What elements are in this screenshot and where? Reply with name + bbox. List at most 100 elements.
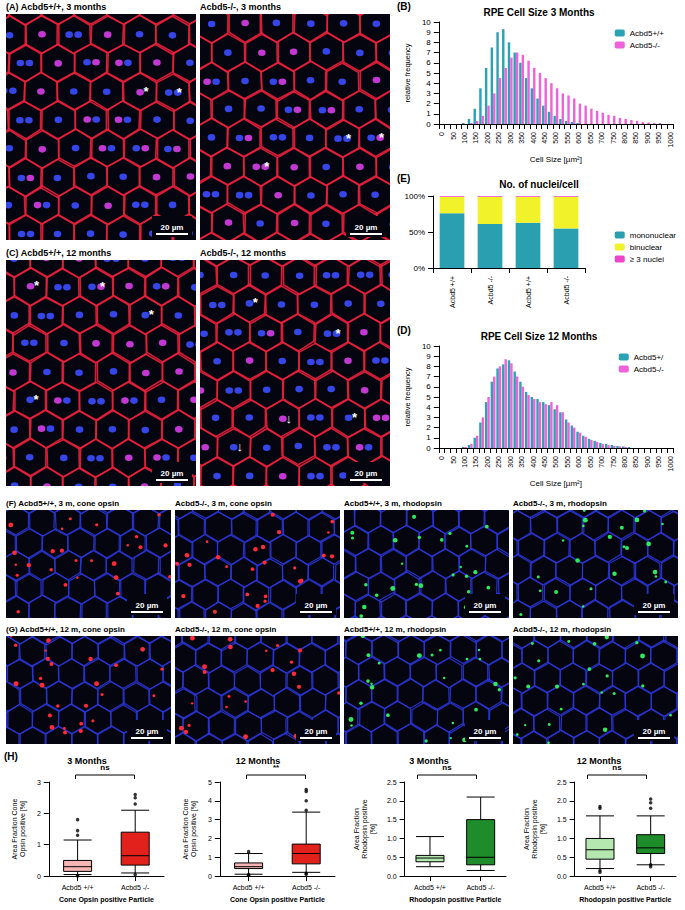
svg-text:relative frequency: relative frequency xyxy=(403,43,412,102)
svg-text:2.5: 2.5 xyxy=(557,779,567,786)
svg-text:0.0: 0.0 xyxy=(557,873,567,880)
svg-text:ns: ns xyxy=(100,763,110,772)
svg-text:*: * xyxy=(149,307,155,322)
svg-text:10: 10 xyxy=(422,18,431,27)
svg-text:20 µm: 20 µm xyxy=(305,601,328,610)
svg-text:750: 750 xyxy=(610,456,617,468)
svg-text:400: 400 xyxy=(530,456,537,468)
svg-text:1.0: 1.0 xyxy=(387,835,397,842)
svg-text:2: 2 xyxy=(426,423,431,432)
svg-text:500: 500 xyxy=(552,456,559,468)
svg-text:450: 450 xyxy=(541,132,548,144)
svg-text:750: 750 xyxy=(610,132,617,144)
svg-text:6: 6 xyxy=(426,58,431,67)
svg-text:2: 2 xyxy=(208,835,212,842)
svg-text:20 µm: 20 µm xyxy=(305,727,328,736)
svg-text:900: 900 xyxy=(644,132,651,144)
svg-text:Acbd5 +/+: Acbd5 +/+ xyxy=(233,884,265,891)
svg-text:1: 1 xyxy=(426,433,431,442)
svg-text:9: 9 xyxy=(426,28,431,37)
svg-text:100: 100 xyxy=(461,456,468,468)
svg-text:400: 400 xyxy=(530,132,537,144)
svg-text:0: 0 xyxy=(37,873,41,880)
svg-text:Acbd5-/-: Acbd5-/- xyxy=(634,365,665,374)
svg-text:0: 0 xyxy=(438,132,445,136)
svg-text:20 µm: 20 µm xyxy=(136,601,159,610)
svg-text:950: 950 xyxy=(655,132,662,144)
svg-text:1: 1 xyxy=(426,109,431,118)
svg-text:850: 850 xyxy=(632,132,639,144)
svg-text:600: 600 xyxy=(575,132,582,144)
svg-text:3: 3 xyxy=(426,413,431,422)
svg-text:0.5: 0.5 xyxy=(387,854,397,861)
svg-text:350: 350 xyxy=(518,456,525,468)
svg-text:Area Fraction: Area Fraction xyxy=(353,808,360,850)
svg-text:700: 700 xyxy=(598,456,605,468)
svg-text:RPE Cell Size 3 Months: RPE Cell Size 3 Months xyxy=(483,7,595,18)
svg-text:Acbd5-/-: Acbd5-/- xyxy=(630,41,661,50)
svg-text:Cell Size [µm²]: Cell Size [µm²] xyxy=(530,479,582,488)
svg-text:Acbd5 +/+: Acbd5 +/+ xyxy=(414,884,446,891)
svg-text:(H): (H) xyxy=(4,751,18,762)
svg-text:*: * xyxy=(335,326,341,341)
svg-text:20 µm: 20 µm xyxy=(136,727,159,736)
svg-text:Opsin positive [%]: Opsin positive [%] xyxy=(190,801,198,857)
svg-text:4: 4 xyxy=(208,797,212,804)
svg-text:150: 150 xyxy=(472,456,479,468)
svg-text:100: 100 xyxy=(461,132,468,144)
svg-text:800: 800 xyxy=(621,132,628,144)
svg-text:900: 900 xyxy=(644,456,651,468)
svg-text:Cone Opsin positive Particle: Cone Opsin positive Particle xyxy=(230,896,325,904)
svg-text:8: 8 xyxy=(426,362,431,371)
svg-text:9: 9 xyxy=(426,352,431,361)
svg-text:Area Fraction Cone: Area Fraction Cone xyxy=(182,799,189,860)
svg-text:850: 850 xyxy=(632,456,639,468)
svg-text:*: * xyxy=(264,159,270,174)
svg-text:800: 800 xyxy=(621,456,628,468)
svg-text:250: 250 xyxy=(495,456,502,468)
svg-text:1000: 1000 xyxy=(667,456,674,472)
svg-text:3: 3 xyxy=(426,89,431,98)
svg-text:950: 950 xyxy=(655,456,662,468)
svg-text:No. of nuclei/cell: No. of nuclei/cell xyxy=(499,179,579,190)
svg-text:*: * xyxy=(352,410,358,425)
svg-text:0%: 0% xyxy=(413,264,425,273)
svg-text:4: 4 xyxy=(426,403,431,412)
svg-text:Acbd5 -/-: Acbd5 -/- xyxy=(636,884,665,891)
svg-text:5: 5 xyxy=(208,779,212,786)
svg-text:20 µm: 20 µm xyxy=(474,601,497,610)
svg-text:0: 0 xyxy=(426,444,431,453)
svg-text:Rhodopsin positive: Rhodopsin positive xyxy=(531,799,539,858)
svg-text:*: * xyxy=(177,85,183,100)
svg-text:**: ** xyxy=(273,763,280,772)
svg-text:*: * xyxy=(253,295,259,310)
svg-text:650: 650 xyxy=(587,456,594,468)
svg-text:50%: 50% xyxy=(409,228,425,237)
svg-text:2.0: 2.0 xyxy=(557,797,567,804)
svg-text:0: 0 xyxy=(438,456,445,460)
svg-text:Acbd5+/: Acbd5+/ xyxy=(634,353,664,362)
svg-text:Acbd5 +/+: Acbd5 +/+ xyxy=(525,276,532,308)
svg-text:ns: ns xyxy=(442,763,452,772)
svg-text:*: * xyxy=(34,278,40,293)
svg-text:Rhodopsin positive: Rhodopsin positive xyxy=(361,799,369,858)
svg-text:2: 2 xyxy=(426,99,431,108)
svg-text:600: 600 xyxy=(575,456,582,468)
svg-text:500: 500 xyxy=(552,132,559,144)
svg-text:3: 3 xyxy=(37,779,41,786)
svg-text:(D): (D) xyxy=(397,325,411,336)
svg-text:0: 0 xyxy=(426,120,431,129)
svg-text:5: 5 xyxy=(426,393,431,402)
svg-text:1.5: 1.5 xyxy=(557,816,567,823)
svg-text:*: * xyxy=(34,392,40,407)
svg-text:8: 8 xyxy=(426,38,431,47)
svg-text:↓: ↓ xyxy=(236,439,243,454)
svg-text:Cell Size [µm²]: Cell Size [µm²] xyxy=(530,155,582,164)
svg-text:50: 50 xyxy=(450,456,457,464)
svg-text:20 µm: 20 µm xyxy=(643,727,666,736)
svg-text:1.5: 1.5 xyxy=(387,816,397,823)
svg-text:150: 150 xyxy=(472,132,479,144)
svg-text:*: * xyxy=(100,279,106,294)
svg-text:0: 0 xyxy=(208,873,212,880)
svg-text:250: 250 xyxy=(495,132,502,144)
